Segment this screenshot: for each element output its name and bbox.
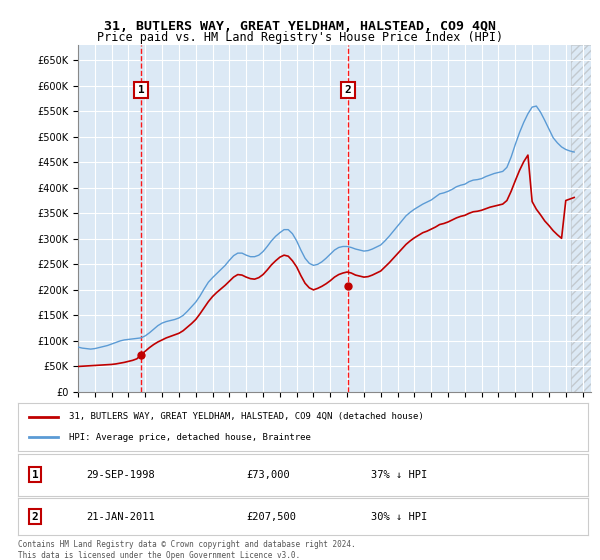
Text: Contains HM Land Registry data © Crown copyright and database right 2024.
This d: Contains HM Land Registry data © Crown c… [18,540,356,560]
Text: £207,500: £207,500 [246,512,296,521]
Text: 31, BUTLERS WAY, GREAT YELDHAM, HALSTEAD, CO9 4QN: 31, BUTLERS WAY, GREAT YELDHAM, HALSTEAD… [104,20,496,32]
Text: 2: 2 [344,85,352,95]
Text: 29-SEP-1998: 29-SEP-1998 [86,470,155,479]
Text: 30% ↓ HPI: 30% ↓ HPI [371,512,428,521]
Text: 31, BUTLERS WAY, GREAT YELDHAM, HALSTEAD, CO9 4QN (detached house): 31, BUTLERS WAY, GREAT YELDHAM, HALSTEAD… [70,412,424,421]
Text: 37% ↓ HPI: 37% ↓ HPI [371,470,428,479]
Text: HPI: Average price, detached house, Braintree: HPI: Average price, detached house, Brai… [70,433,311,442]
Text: 1: 1 [32,470,38,479]
Text: 21-JAN-2011: 21-JAN-2011 [86,512,155,521]
Text: 2: 2 [32,512,38,521]
Text: £73,000: £73,000 [246,470,290,479]
Text: 1: 1 [137,85,145,95]
Text: Price paid vs. HM Land Registry's House Price Index (HPI): Price paid vs. HM Land Registry's House … [97,31,503,44]
